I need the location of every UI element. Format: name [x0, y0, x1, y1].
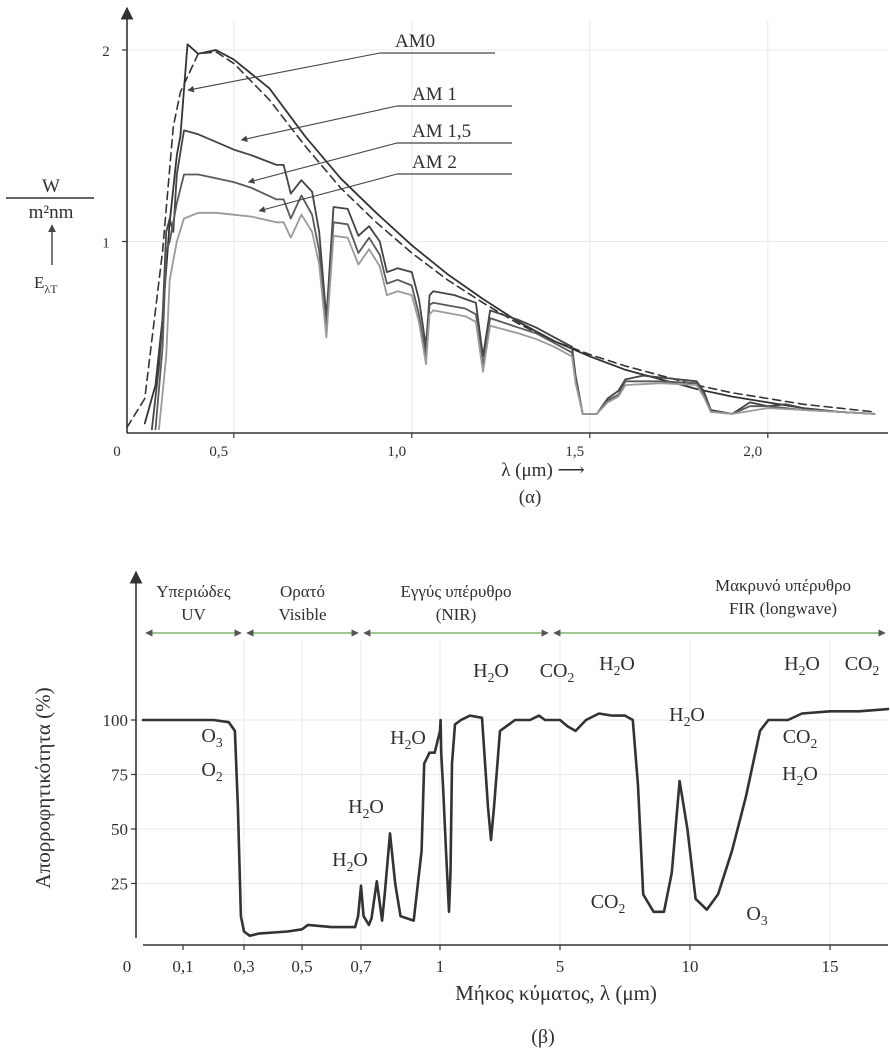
x-tick-label: 1,5: [565, 444, 584, 460]
x-tick-label: 0,7: [350, 957, 372, 976]
series-group: [126, 43, 876, 431]
y-ticks: 12: [102, 44, 127, 252]
x-ticks: 0,5 1,0 1,5 2,0: [209, 433, 769, 460]
region-name-greek: Εγγύς υπέρυθρο: [401, 582, 512, 601]
region-name-greek: Ορατό: [280, 582, 325, 601]
annotation-am-1: AM 1: [240, 84, 512, 142]
region-name-greek: Υπεριώδες: [156, 582, 230, 601]
x-tick-label: 10: [682, 957, 699, 976]
y-ticks: 25 50 75 100: [103, 711, 136, 894]
molecule-label-h2o: H2O: [473, 660, 509, 685]
x-tick-label: 0,3: [233, 957, 254, 976]
annotation-leader: [187, 52, 381, 93]
molecule-label-co2: CO2: [845, 653, 880, 678]
x-tick-label: 0,5: [209, 444, 228, 460]
region-nir: Εγγύς υπέρυθρο (NIR): [363, 582, 549, 637]
molecule-label-h2o: H2O: [390, 727, 426, 752]
y-symbol-main: E: [34, 273, 44, 292]
gridlines: [136, 640, 888, 945]
region-name-english: (NIR): [436, 605, 477, 624]
series-line-am-1: [151, 129, 876, 431]
x-tick-label: 15: [822, 957, 839, 976]
annotation-label: AM 2: [412, 152, 457, 173]
molecule-label-h2o: H2O: [599, 653, 635, 678]
series-line-absorptance: [141, 707, 890, 938]
gridlines: [127, 20, 888, 433]
y-tick-label: 1: [102, 236, 110, 252]
molecule-label-h2o: H2O: [332, 849, 368, 874]
y-symbol-subscript: λT: [44, 282, 58, 296]
y-unit-numerator: W: [42, 176, 60, 197]
series-line-am-2: [158, 211, 876, 431]
region-visible: Ορατό Visible: [246, 582, 359, 637]
x-tick-label: 1: [436, 957, 445, 976]
annotation-am-1-5: AM 1,5: [247, 121, 512, 184]
region-name-english: UV: [181, 605, 206, 624]
region-fir-longwave: Μακρυνό υπέρυθρο FIR (longwave): [553, 576, 886, 637]
y-unit-denominator: m²nm: [29, 202, 74, 223]
x-tick-label: 0,5: [291, 957, 312, 976]
x-origin-label: 0: [113, 444, 121, 460]
x-tick-label: 1,0: [387, 444, 406, 460]
annotation-am0: AM0: [187, 31, 495, 93]
annotation-label: AM 1,5: [412, 121, 471, 142]
region-name-english: FIR (longwave): [729, 599, 837, 618]
molecule-labels: O3 O2 H2O H2O H2O H2O CO2 H2O CO2 H2O O3 H2O CO2 H2O C…: [201, 653, 879, 928]
x-tick-label: 0,1: [172, 957, 193, 976]
panel-label-alpha: (α): [519, 487, 542, 508]
region-name-english: Visible: [278, 605, 326, 624]
series-group: [141, 707, 890, 938]
molecule-label-h2o: H2O: [782, 763, 818, 788]
annotation-leader: [247, 142, 398, 184]
panel-label-beta: (β): [531, 1026, 555, 1048]
spectral-regions: Υπεριώδες UV Ορατό Visible Εγγύς υπέρυθρο (NI…: [145, 576, 886, 637]
y-tick-label: 25: [111, 875, 128, 894]
y-tick-label: 75: [111, 766, 128, 785]
molecule-label-h2o: H2O: [784, 653, 820, 678]
molecule-label-co2: CO2: [540, 660, 575, 685]
x-axis-label: Μήκος κύματος, λ (μm): [455, 981, 657, 1005]
region-uv: Υπεριώδες UV: [145, 582, 242, 637]
annotations: AM0 AM 1 AM 1,5 AM 2: [187, 31, 512, 213]
y-tick-label: 100: [103, 711, 129, 730]
molecule-label-co2: CO2: [783, 726, 818, 751]
series-line-am-1-5: [154, 173, 876, 431]
molecule-label-h2o: H2O: [669, 704, 705, 729]
series-line-blackbody-5762-k: [126, 51, 876, 429]
annotation-label: AM 1: [412, 84, 457, 105]
molecule-label-co2: CO2: [591, 891, 626, 916]
molecule-label-o3: O3: [746, 903, 767, 928]
y-tick-label: 50: [111, 820, 128, 839]
y-axis-label: Απορροφητικότητα (%): [31, 687, 55, 888]
y-tick-label: 2: [102, 44, 110, 60]
x-tick-label: 5: [556, 957, 565, 976]
series-line-am0: [143, 43, 876, 425]
x-tick-label: 2,0: [743, 444, 762, 460]
x-origin-label: 0: [123, 957, 132, 976]
region-name-greek: Μακρυνό υπέρυθρο: [715, 576, 851, 595]
annotation-am-2: AM 2: [258, 152, 512, 213]
y-symbol: EλT: [34, 273, 58, 296]
annotation-label: AM0: [395, 31, 435, 52]
x-axis-label: λ (μm) ⟶: [501, 460, 585, 481]
molecule-label-o2: O2: [201, 759, 222, 784]
x-ticks: 0,1 0,3 0,5 0,7 1 5 10 15: [172, 945, 839, 976]
molecule-label-h2o: H2O: [348, 796, 384, 821]
molecule-label-o3: O3: [201, 725, 222, 750]
annotation-leader: [240, 105, 398, 142]
annotation-leader: [258, 173, 398, 213]
